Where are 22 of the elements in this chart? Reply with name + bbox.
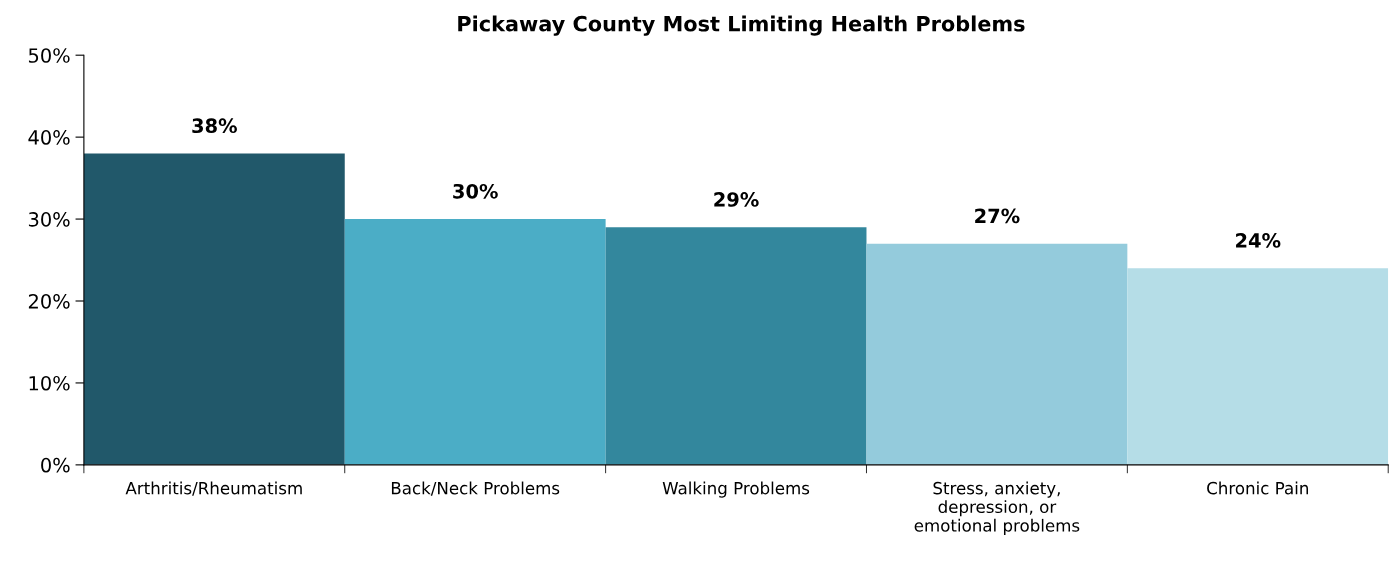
bar (866, 243, 1128, 465)
x-tick-label: Stress, anxiety, depression, or emotional problems (914, 481, 1080, 535)
x-tick-label: Walking Problems (662, 481, 810, 498)
x-tick-label: Arthritis/Rheumatism (125, 481, 302, 496)
y-tick-label: 20% (28, 293, 70, 309)
y-tick-label: 0% (41, 457, 70, 473)
bar (344, 219, 606, 465)
bar (83, 153, 345, 465)
y-tick-label: 10% (29, 375, 70, 391)
data-label: 30% (453, 183, 498, 199)
y-tick-label: 30% (28, 212, 70, 227)
data-label: 38% (192, 118, 237, 134)
data-label: 27% (975, 208, 1020, 224)
chart-title: Pickaway County Most Limiting Health Problems (458, 15, 1025, 36)
bar (1127, 268, 1389, 465)
y-tick-label: 50% (28, 48, 70, 63)
data-label: 29% (714, 192, 759, 207)
bar (605, 227, 867, 465)
x-tick-label: Chronic Pain (1207, 481, 1308, 495)
x-tick-label: Back/Neck Problems (391, 481, 560, 496)
data-label: 24% (1236, 233, 1281, 248)
y-tick-label: 40% (28, 130, 70, 145)
